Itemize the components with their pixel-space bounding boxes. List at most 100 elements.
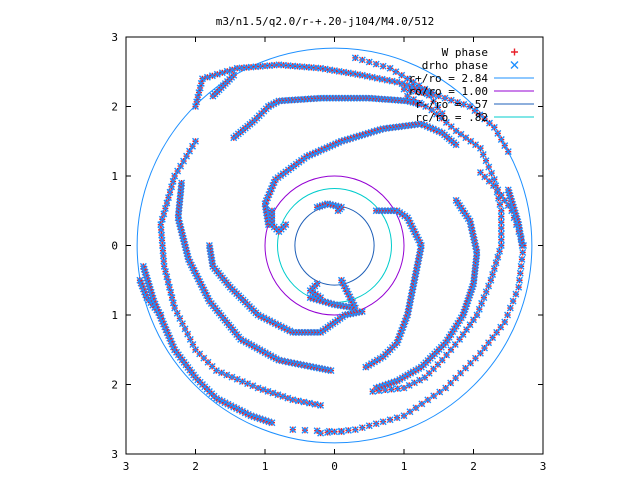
legend-entry-circle-2: r-/ro = .57 — [415, 98, 534, 111]
data-point-668 — [497, 242, 505, 249]
data-point-676 — [482, 288, 490, 296]
data-point-824 — [400, 412, 408, 420]
data-point-655 — [485, 163, 493, 171]
data-point-827 — [379, 418, 387, 426]
data-point-786 — [501, 196, 509, 204]
y-tick-label-6: 3 — [111, 448, 118, 461]
data-point-471 — [228, 373, 236, 381]
data-point-78 — [452, 141, 460, 149]
data-point-808 — [485, 339, 493, 347]
data-point-889 — [421, 85, 429, 93]
x-tick-label-6: 3 — [540, 460, 547, 473]
data-point-797 — [516, 269, 524, 277]
data-point-469 — [218, 369, 226, 377]
scatter-points — [136, 54, 528, 437]
data-point-650 — [467, 137, 475, 145]
data-point-898 — [337, 428, 345, 436]
data-point-877 — [400, 85, 408, 93]
data-point-473 — [238, 377, 246, 385]
data-point-804 — [501, 318, 509, 326]
data-point-868 — [454, 98, 462, 106]
chart-title: m3/n1.5/q2.0/r-+.20-j104/M4.0/512 — [216, 15, 435, 28]
data-point-671 — [492, 259, 500, 267]
data-point-581 — [213, 70, 221, 78]
data-point-483 — [289, 396, 297, 404]
data-point-809 — [481, 344, 488, 352]
data-point-432 — [168, 183, 176, 191]
data-point-640 — [416, 99, 424, 107]
x-tick-label-0: 3 — [123, 460, 130, 473]
data-point-433 — [166, 188, 174, 196]
data-point-700 — [381, 386, 389, 394]
data-point-856 — [518, 242, 526, 249]
data-point-828 — [372, 420, 380, 428]
data-point-883 — [386, 64, 394, 72]
data-point-426 — [183, 152, 191, 160]
y-tick-label-5: 2 — [111, 379, 118, 392]
data-point-684 — [459, 330, 467, 338]
data-point-796 — [517, 262, 525, 270]
data-point-641 — [422, 103, 430, 110]
data-point-879 — [358, 56, 366, 64]
data-point-481 — [279, 392, 287, 400]
data-point-810 — [476, 349, 484, 357]
data-point-831 — [351, 426, 359, 434]
data-point-244 — [362, 363, 370, 371]
data-point-830 — [358, 424, 366, 432]
data-point-451 — [165, 283, 173, 291]
data-point-823 — [406, 408, 414, 416]
data-point-462 — [189, 341, 197, 349]
data-point-678 — [478, 299, 486, 307]
data-point-649 — [462, 134, 470, 142]
data-point-430 — [171, 172, 179, 180]
legend-label-circle-3: rc/ro = .82 — [415, 111, 488, 124]
data-point-779 — [372, 384, 380, 392]
data-point-662 — [497, 207, 505, 215]
data-point-447 — [160, 262, 168, 270]
data-point-862 — [485, 119, 493, 127]
data-point-637 — [209, 92, 217, 100]
data-point-894 — [289, 426, 297, 434]
data-point-694 — [416, 376, 424, 384]
data-point-669 — [496, 247, 504, 255]
data-point-887 — [409, 78, 417, 86]
data-point-679 — [475, 305, 483, 313]
data-point-470 — [223, 371, 231, 379]
y-tick-label-2: 1 — [111, 170, 118, 183]
legend-label-circle-2: r-/ro = .57 — [415, 98, 488, 111]
data-point-677 — [480, 294, 488, 302]
data-point-666 — [497, 230, 505, 238]
data-point-179 — [313, 280, 321, 288]
data-point-664 — [497, 218, 505, 226]
data-point-639 — [410, 96, 418, 104]
data-point-802 — [506, 304, 514, 312]
data-point-890 — [425, 91, 433, 99]
data-point-474 — [244, 380, 252, 388]
data-point-584 — [228, 66, 236, 74]
data-point-803 — [504, 311, 512, 319]
data-point-670 — [494, 253, 502, 261]
data-point-638 — [403, 92, 411, 100]
data-point-651 — [472, 141, 480, 149]
data-point-604 — [321, 65, 329, 73]
data-point-801 — [509, 297, 517, 305]
data-point-832 — [344, 426, 352, 434]
data-point-459 — [181, 325, 189, 333]
data-point-698 — [394, 385, 402, 393]
data-point-468 — [212, 367, 220, 375]
data-point-475 — [249, 382, 257, 390]
data-point-485 — [300, 398, 308, 406]
data-point-452 — [167, 288, 175, 296]
data-point-586 — [238, 64, 246, 72]
data-point-642 — [428, 106, 436, 114]
data-point-897 — [325, 427, 333, 435]
data-point-680 — [473, 311, 481, 319]
legend-label-circle-1: ro/ro = 1.00 — [409, 85, 488, 98]
data-point-29 — [308, 150, 316, 158]
data-point-825 — [393, 414, 401, 422]
data-point-647 — [452, 127, 460, 135]
legend-entry-circle-1: ro/ro = 1.00 — [409, 85, 534, 98]
data-point-661 — [496, 201, 504, 208]
data-point-893 — [438, 109, 446, 117]
